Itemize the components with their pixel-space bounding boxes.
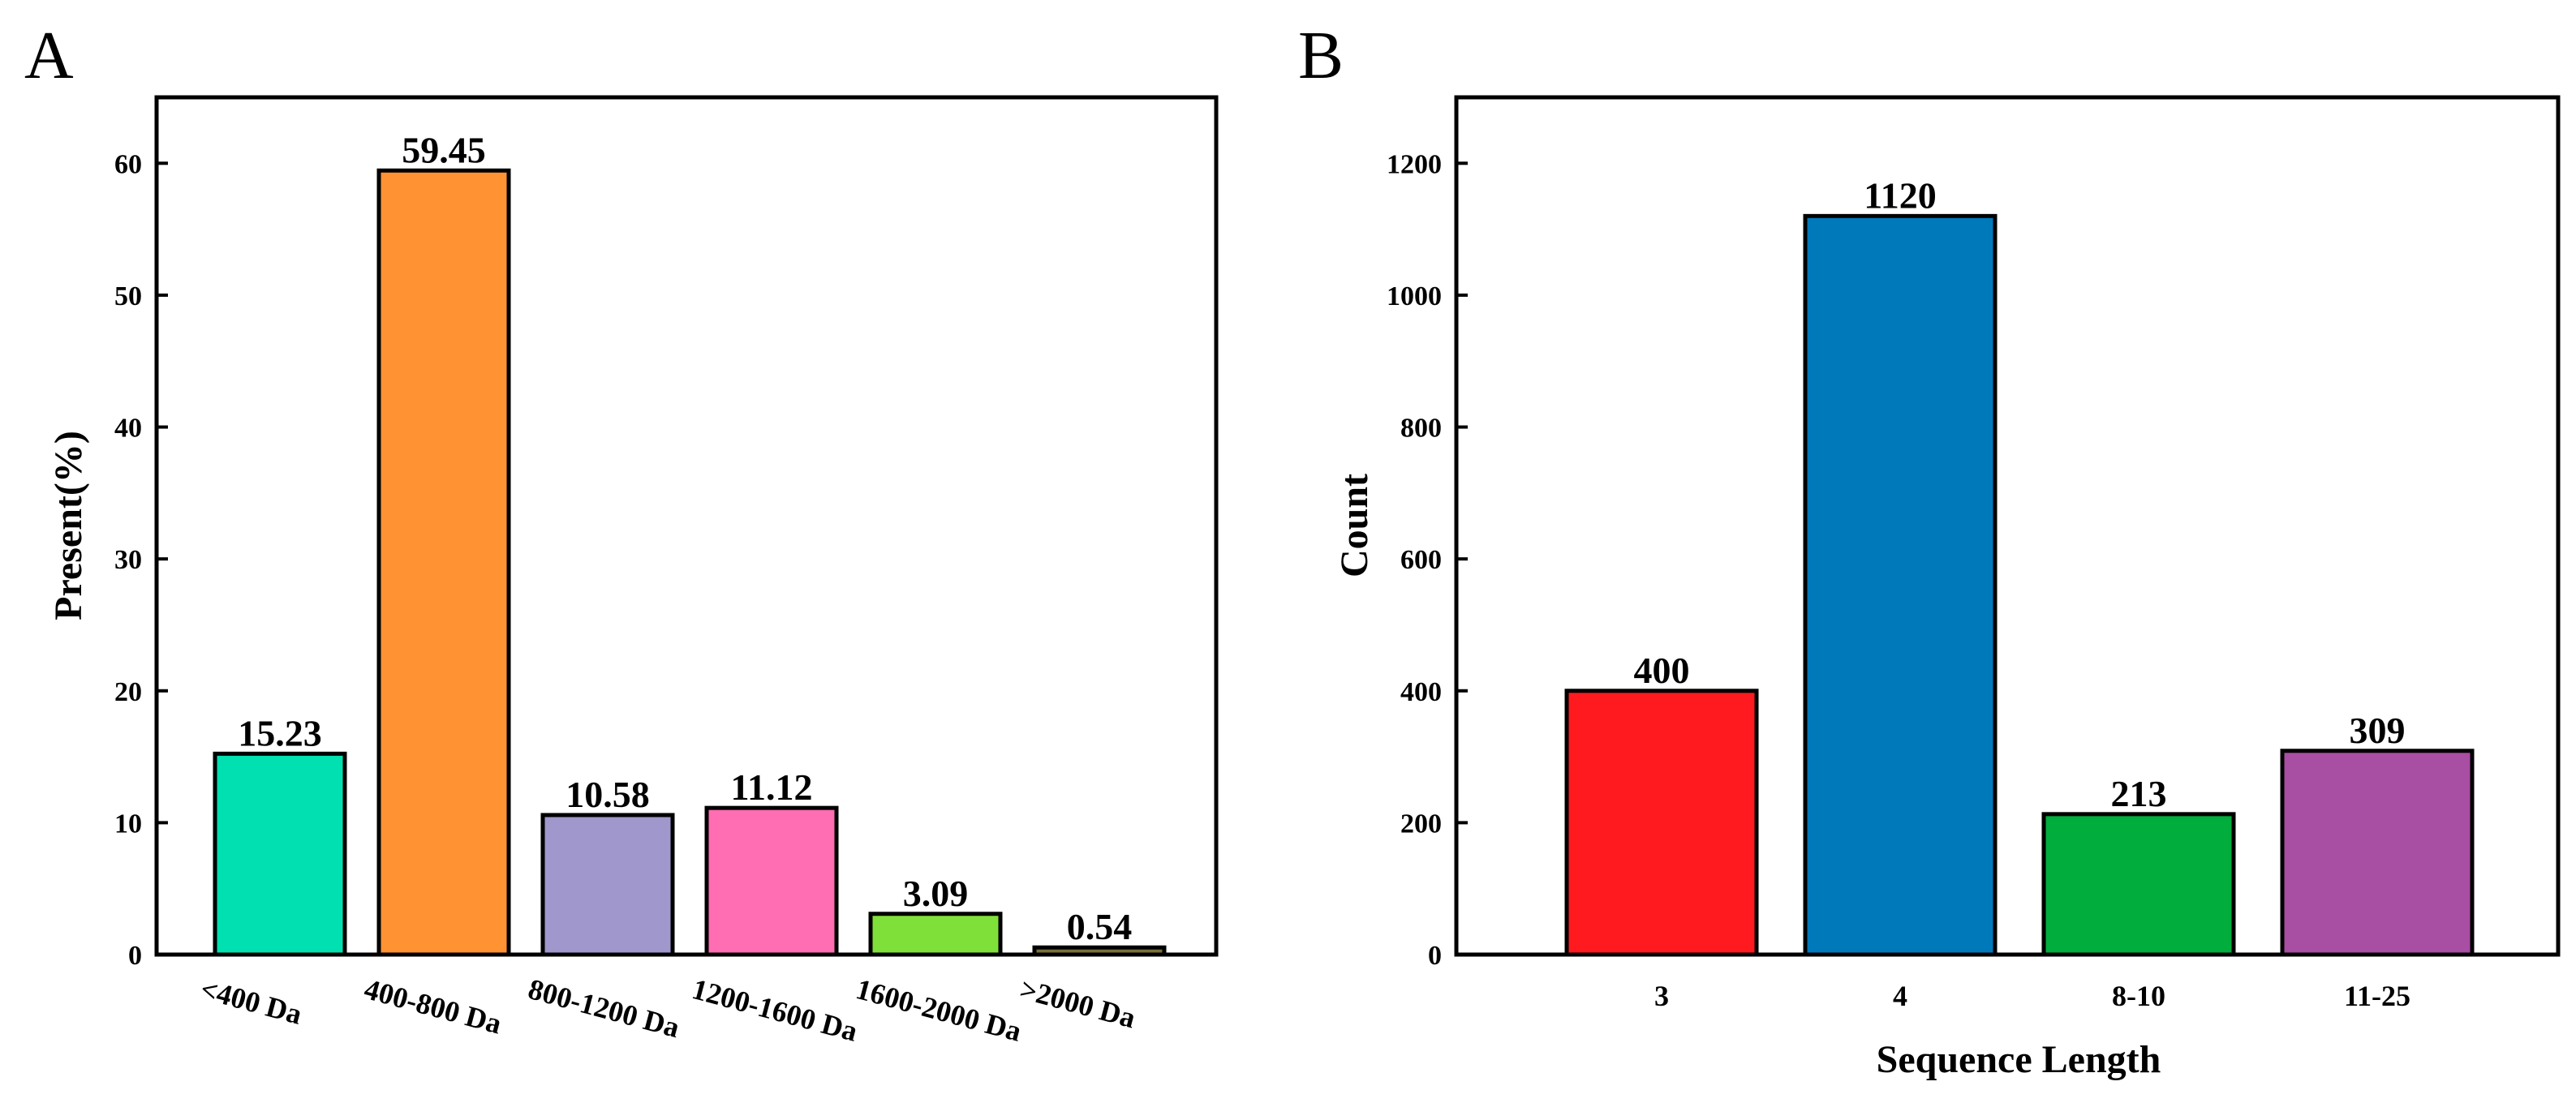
y-tick-label-b-1200: 1200 xyxy=(1387,149,1442,179)
plot-frame-a xyxy=(154,95,1219,957)
x-category-label-a-2: 400-800 Da xyxy=(361,972,505,1040)
x-category-label-a-6: >2000 Da xyxy=(1017,972,1139,1034)
bar-b-3 xyxy=(2041,812,2236,957)
y-tick-label-b-200: 200 xyxy=(1400,809,1442,839)
bar-a-2 xyxy=(376,168,511,957)
panel-b-label: B xyxy=(1298,18,1344,93)
y-axis-title-b: Count xyxy=(1333,474,1376,577)
x-category-label-b-4: 11-25 xyxy=(2344,980,2410,1012)
bar-b-2 xyxy=(1803,213,1998,957)
panel-b-chart: B 400 1120 213 309 0 200 400 600 800 1000 1200 3 4 8-1… xyxy=(1298,18,2561,1081)
x-category-label-b-2: 4 xyxy=(1893,980,1907,1012)
data-label-a-1: 15.23 xyxy=(238,712,322,753)
y-tick-label-a-10: 10 xyxy=(114,809,142,839)
y-tick-label-a-40: 40 xyxy=(114,414,142,444)
bar-a-4 xyxy=(704,805,839,957)
x-category-label-a-4: 1200-1600 Da xyxy=(689,972,861,1048)
y-tick-label-b-1000: 1000 xyxy=(1387,281,1442,311)
data-label-b-3: 213 xyxy=(2111,773,2167,814)
y-tick-label-a-20: 20 xyxy=(114,677,142,707)
data-label-a-6: 0.54 xyxy=(1067,906,1133,947)
data-label-a-3: 10.58 xyxy=(566,774,650,815)
y-tick-label-b-600: 600 xyxy=(1400,545,1442,575)
data-label-a-2: 59.45 xyxy=(402,129,486,170)
x-category-label-a-5: 1600-2000 Da xyxy=(853,972,1025,1048)
y-tick-label-a-0: 0 xyxy=(128,941,142,971)
bar-a-3 xyxy=(540,813,675,957)
bar-a-5 xyxy=(868,912,1003,957)
y-tick-label-a-50: 50 xyxy=(114,281,142,311)
x-category-label-b-3: 8-10 xyxy=(2112,980,2165,1012)
data-label-b-2: 1120 xyxy=(1864,174,1936,216)
panel-a-label: A xyxy=(24,18,74,93)
y-tick-label-a-30: 30 xyxy=(114,545,142,575)
bar-b-1 xyxy=(1564,689,1759,957)
x-axis-title-b: Sequence Length xyxy=(1877,1038,2161,1081)
data-label-b-4: 309 xyxy=(2350,710,2406,751)
bar-b-4 xyxy=(2280,749,2475,957)
plot-frame-b xyxy=(1454,95,2561,957)
y-tick-label-b-0: 0 xyxy=(1428,941,1442,971)
data-label-a-4: 11.12 xyxy=(731,766,813,808)
y-tick-label-b-800: 800 xyxy=(1400,414,1442,444)
y-axis-title-a: Present(%) xyxy=(47,431,90,620)
bar-a-1 xyxy=(213,751,347,957)
x-category-label-a-3: 800-1200 Da xyxy=(525,972,683,1044)
panel-a-chart: A 15.23 59.45 10.58 11.12 3.09 0.54 0 10 20 30 40 50… xyxy=(24,18,1219,1048)
x-category-label-b-1: 3 xyxy=(1654,980,1669,1012)
data-label-a-5: 3.09 xyxy=(903,873,969,914)
y-tick-label-b-400: 400 xyxy=(1400,677,1442,707)
data-label-b-1: 400 xyxy=(1634,650,1690,691)
y-tick-label-a-60: 60 xyxy=(114,149,142,179)
x-category-label-a-1: <400 Da xyxy=(197,972,306,1031)
